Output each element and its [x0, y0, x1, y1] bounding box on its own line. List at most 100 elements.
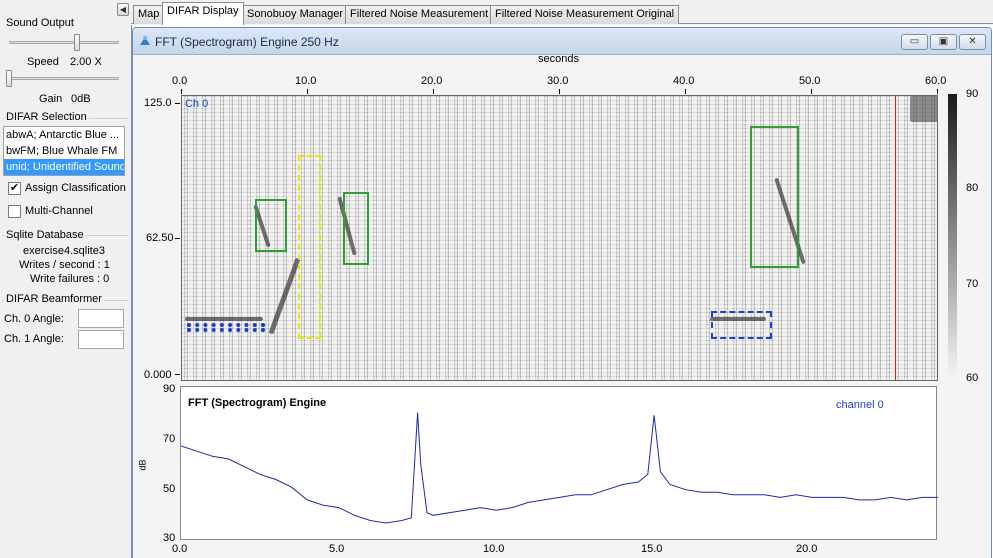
assign-classification-label[interactable]: Assign Classification — [25, 182, 126, 194]
side-panel: Sound Output Speed 2.00 X Gain 0dB DIFAR… — [0, 0, 130, 558]
tab-difar-display[interactable]: DIFAR Display — [162, 2, 244, 25]
x-tick-label: 30.0 — [547, 75, 569, 87]
spectrum-x-tick-label: 15.0 — [641, 543, 663, 555]
selection-box[interactable] — [343, 192, 369, 266]
tab-bar: Map DIFAR Display Sonobuoy Manager Filte… — [131, 0, 993, 25]
speed-value: 2.00 X — [70, 56, 102, 68]
gain-slider-thumb[interactable] — [6, 70, 12, 87]
difar-classification-list[interactable]: abwA; Antarctic Blue ... bwFM; Blue Whal… — [3, 126, 125, 176]
tab-filtered-noise-measurement[interactable]: Filtered Noise Measurement — [345, 5, 494, 24]
gain-slider-track[interactable] — [9, 77, 119, 80]
maximize-button[interactable]: ▣ — [930, 34, 957, 50]
sqlite-file: exercise4.sqlite3 — [23, 245, 105, 257]
y-tick-label: 62.50 — [146, 232, 174, 244]
checkmark-icon: ✔ — [9, 182, 20, 194]
x-tick-mark — [433, 89, 434, 94]
x-tick-label: 40.0 — [673, 75, 695, 87]
x-tick-mark — [181, 89, 182, 94]
selection-box[interactable] — [749, 125, 799, 268]
spectrogram-display[interactable]: Ch 0 — [181, 95, 938, 381]
spectrum-y-tick-label: 70 — [163, 433, 176, 445]
y-tick-mark — [175, 103, 180, 104]
multi-channel-checkbox[interactable] — [8, 205, 21, 218]
x-tick-mark — [307, 89, 308, 94]
ch1-angle-label: Ch. 1 Angle: — [4, 333, 64, 345]
colorbar-tick-label: 90 — [966, 88, 979, 100]
selection-box[interactable] — [187, 322, 266, 332]
x-tick-label: 0.0 — [172, 75, 188, 87]
spectrum-title: FFT (Spectrogram) Engine — [188, 397, 327, 409]
collapse-panel-button[interactable]: ◀ — [117, 3, 129, 16]
sound-output-title: Sound Output — [6, 17, 74, 29]
minimize-icon: ▭ — [909, 36, 920, 47]
sqlite-title: Sqlite Database — [4, 229, 86, 241]
classification-item-unid[interactable]: unid; Unidentified Sound — [4, 159, 124, 175]
tab-sonobuoy-manager[interactable]: Sonobuoy Manager — [242, 5, 349, 24]
speed-label: Speed — [27, 56, 59, 68]
gain-value: 0dB — [71, 93, 91, 105]
colorbar-tick-label: 80 — [966, 182, 979, 194]
colorbar-tick-label: 70 — [966, 278, 979, 290]
signal-streak — [910, 96, 937, 122]
x-tick-label: 10.0 — [295, 75, 317, 87]
spectrum-x-tick-label: 5.0 — [329, 543, 345, 555]
x-tick-mark — [811, 89, 812, 94]
colorbar-tick-label: 60 — [966, 372, 979, 384]
spectrum-channel-label: channel 0 — [836, 399, 884, 411]
spectrum-y-axis-label: dB — [137, 459, 148, 471]
signal-streak — [710, 317, 766, 321]
selection-box[interactable] — [710, 311, 773, 339]
speed-slider-track[interactable] — [9, 41, 119, 44]
multi-channel-label[interactable]: Multi-Channel — [25, 205, 93, 217]
x-tick-mark — [559, 89, 560, 94]
speed-slider-thumb[interactable] — [74, 34, 80, 51]
maximize-icon: ▣ — [938, 36, 949, 47]
spectrum-series-line — [181, 412, 938, 524]
gain-label: Gain — [39, 93, 63, 105]
assign-classification-checkbox[interactable]: ✔ — [8, 182, 21, 195]
ch0-angle-input[interactable] — [78, 309, 124, 328]
x-tick-mark — [937, 89, 938, 94]
signal-streak — [185, 317, 263, 321]
selection-box[interactable] — [255, 198, 287, 252]
ch0-angle-label: Ch. 0 Angle: — [4, 313, 64, 325]
classification-item-bwfm[interactable]: bwFM; Blue Whale FM — [6, 145, 118, 157]
selection-box[interactable] — [298, 155, 321, 339]
minimize-button[interactable]: ▭ — [901, 34, 928, 50]
difar-selection-title: DIFAR Selection — [4, 111, 89, 123]
channel-label: Ch 0 — [185, 98, 209, 110]
x-tick-label: 60.0 — [925, 75, 947, 87]
time-cursor[interactable] — [894, 96, 896, 380]
spectrum-x-tick-label: 0.0 — [172, 543, 188, 555]
chevron-left-icon: ◀ — [119, 5, 127, 14]
sqlite-writes: Writes / second : 1 — [19, 259, 110, 271]
app-icon — [140, 36, 150, 45]
spectrum-y-tick-label: 50 — [163, 483, 176, 495]
spectrum-chart — [181, 412, 938, 524]
y-tick-mark — [175, 374, 180, 375]
tab-filtered-noise-measurement-original[interactable]: Filtered Noise Measurement Original — [490, 5, 680, 24]
window-title: FFT (Spectrogram) Engine 250 Hz — [155, 35, 339, 49]
spectrum-x-tick-label: 20.0 — [796, 543, 818, 555]
signal-streak — [268, 257, 301, 335]
colorbar — [948, 94, 957, 380]
spectrum-y-tick-label: 90 — [163, 383, 176, 395]
beamformer-title: DIFAR Beamformer — [4, 293, 104, 305]
sqlite-failures: Write failures : 0 — [30, 273, 110, 285]
y-tick-mark — [175, 238, 180, 239]
window-titlebar[interactable]: FFT (Spectrogram) Engine 250 Hz ▭ ▣ ✕ — [133, 28, 991, 55]
classification-item-abwa[interactable]: abwA; Antarctic Blue ... — [6, 129, 120, 141]
spectrum-y-tick-label: 30 — [163, 532, 176, 544]
x-tick-label: 50.0 — [799, 75, 821, 87]
x-axis-title: seconds — [538, 53, 579, 65]
spectrum-plot[interactable]: FFT (Spectrogram) Engine channel 0 — [180, 386, 938, 540]
ch1-angle-input[interactable] — [78, 330, 124, 349]
x-tick-mark — [685, 89, 686, 94]
close-button[interactable]: ✕ — [959, 34, 986, 50]
x-tick-label: 20.0 — [421, 75, 443, 87]
y-tick-label: 0.000 — [144, 369, 172, 381]
y-tick-label: 125.0 — [144, 97, 172, 109]
spectrum-x-tick-label: 10.0 — [483, 543, 505, 555]
tab-map[interactable]: Map — [133, 5, 165, 24]
close-icon: ✕ — [968, 36, 977, 47]
